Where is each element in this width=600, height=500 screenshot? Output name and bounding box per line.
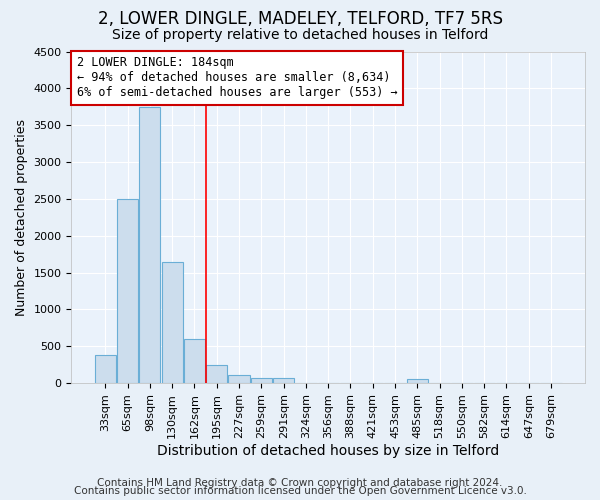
Bar: [184, 339, 205, 383]
Bar: [273, 378, 294, 383]
Bar: [139, 107, 160, 383]
Bar: [407, 378, 428, 383]
Bar: [229, 375, 250, 383]
Text: 2 LOWER DINGLE: 184sqm
← 94% of detached houses are smaller (8,634)
6% of semi-d: 2 LOWER DINGLE: 184sqm ← 94% of detached…: [77, 56, 397, 100]
Text: Size of property relative to detached houses in Telford: Size of property relative to detached ho…: [112, 28, 488, 42]
X-axis label: Distribution of detached houses by size in Telford: Distribution of detached houses by size …: [157, 444, 499, 458]
Y-axis label: Number of detached properties: Number of detached properties: [15, 119, 28, 316]
Text: Contains HM Land Registry data © Crown copyright and database right 2024.: Contains HM Land Registry data © Crown c…: [97, 478, 503, 488]
Text: 2, LOWER DINGLE, MADELEY, TELFORD, TF7 5RS: 2, LOWER DINGLE, MADELEY, TELFORD, TF7 5…: [97, 10, 503, 28]
Bar: [117, 199, 138, 383]
Bar: [206, 366, 227, 383]
Bar: [251, 378, 272, 383]
Bar: [161, 262, 183, 383]
Text: Contains public sector information licensed under the Open Government Licence v3: Contains public sector information licen…: [74, 486, 526, 496]
Bar: [95, 355, 116, 383]
